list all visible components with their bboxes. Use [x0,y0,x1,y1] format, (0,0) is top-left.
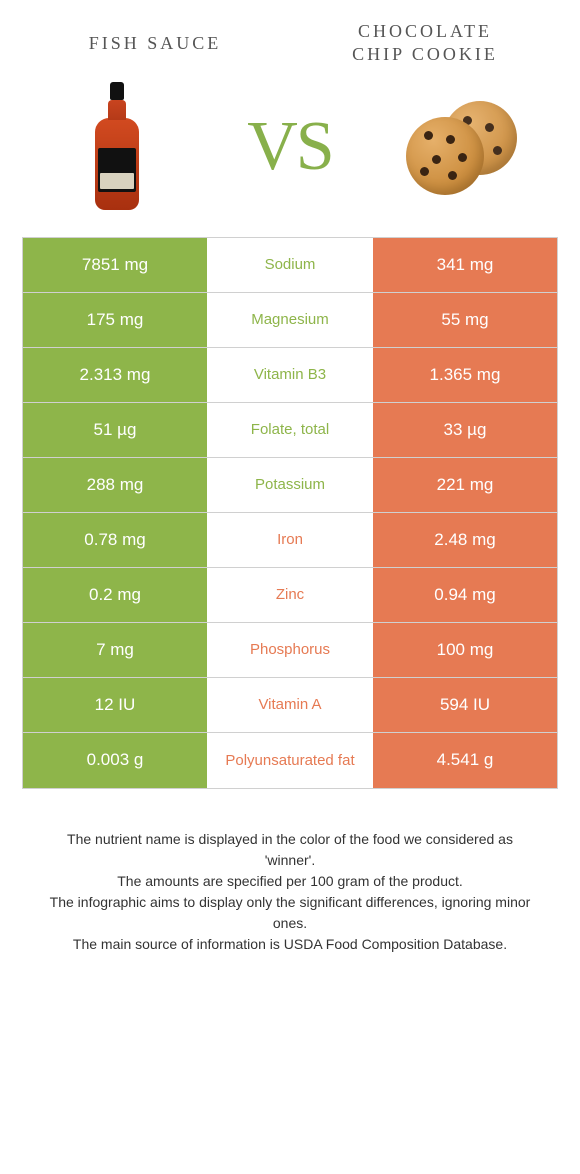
title-right-line1: CHOCOLATE [352,20,498,43]
value-right: 341 mg [373,238,557,292]
value-right: 55 mg [373,293,557,347]
image-row: VS [0,67,580,237]
table-row: 2.313 mgVitamin B31.365 mg [23,348,557,403]
table-row: 51 µgFolate, total33 µg [23,403,557,458]
value-right: 100 mg [373,623,557,677]
value-right: 221 mg [373,458,557,512]
table-row: 7 mgPhosphorus100 mg [23,623,557,678]
title-right-line2: CHIP COOKIE [352,43,498,66]
table-row: 175 mgMagnesium55 mg [23,293,557,348]
table-row: 288 mgPotassium221 mg [23,458,557,513]
value-left: 0.2 mg [23,568,207,622]
nutrient-label: Polyunsaturated fat [207,733,373,788]
value-left: 51 µg [23,403,207,457]
fish-sauce-bottle-icon [93,82,141,212]
footer-notes: The nutrient name is displayed in the co… [0,789,580,955]
nutrient-label: Folate, total [207,403,373,457]
comparison-table: 7851 mgSodium341 mg175 mgMagnesium55 mg2… [22,237,558,789]
left-image [30,77,203,217]
nutrient-label: Zinc [207,568,373,622]
value-right: 33 µg [373,403,557,457]
value-left: 12 IU [23,678,207,732]
value-left: 288 mg [23,458,207,512]
cookies-icon [398,97,528,197]
table-row: 0.003 gPolyunsaturated fat4.541 g [23,733,557,788]
footer-line: The nutrient name is displayed in the co… [40,829,540,871]
vs-label: VS [203,77,376,217]
value-left: 0.78 mg [23,513,207,567]
footer-line: The main source of information is USDA F… [40,934,540,955]
nutrient-label: Vitamin A [207,678,373,732]
value-right: 0.94 mg [373,568,557,622]
nutrient-label: Magnesium [207,293,373,347]
footer-line: The amounts are specified per 100 gram o… [40,871,540,892]
table-row: 12 IUVitamin A594 IU [23,678,557,733]
footer-line: The infographic aims to display only the… [40,892,540,934]
nutrient-label: Iron [207,513,373,567]
title-right: CHOCOLATE CHIP COOKIE [290,20,560,67]
value-right: 2.48 mg [373,513,557,567]
table-row: 0.78 mgIron2.48 mg [23,513,557,568]
nutrient-label: Sodium [207,238,373,292]
table-row: 7851 mgSodium341 mg [23,238,557,293]
value-left: 7 mg [23,623,207,677]
value-right: 1.365 mg [373,348,557,402]
nutrient-label: Vitamin B3 [207,348,373,402]
header: FISH SAUCE CHOCOLATE CHIP COOKIE [0,0,580,67]
nutrient-label: Phosphorus [207,623,373,677]
title-left: FISH SAUCE [20,20,290,67]
right-image [377,77,550,217]
nutrient-label: Potassium [207,458,373,512]
value-left: 2.313 mg [23,348,207,402]
table-row: 0.2 mgZinc0.94 mg [23,568,557,623]
value-right: 594 IU [373,678,557,732]
value-right: 4.541 g [373,733,557,788]
value-left: 7851 mg [23,238,207,292]
value-left: 175 mg [23,293,207,347]
value-left: 0.003 g [23,733,207,788]
